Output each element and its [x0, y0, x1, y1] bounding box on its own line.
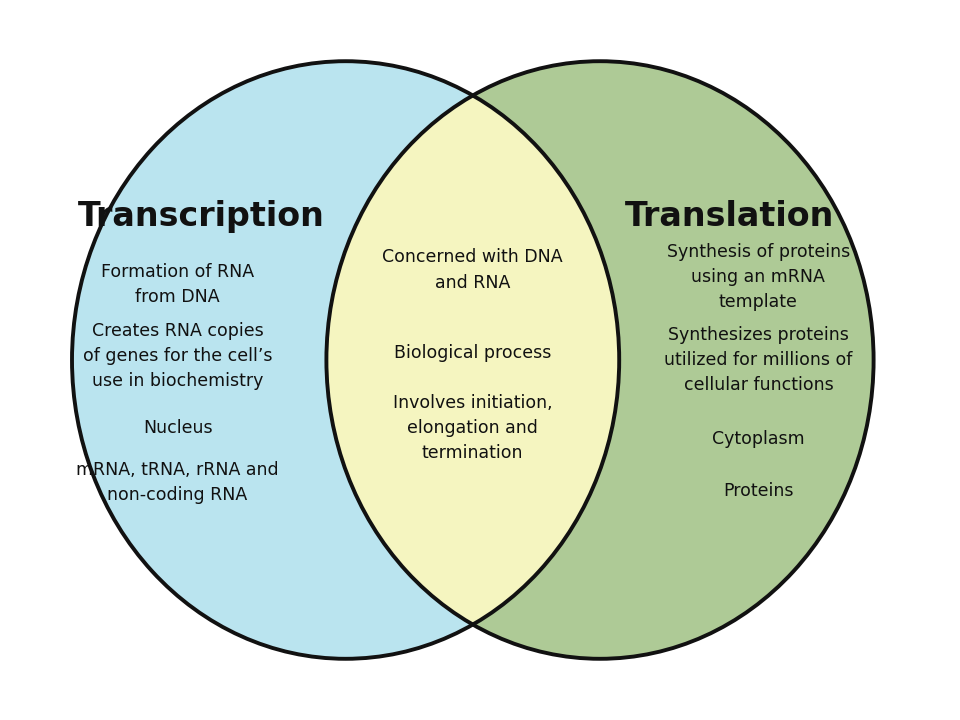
Text: Translation: Translation [625, 199, 834, 233]
Text: Involves initiation,
elongation and
termination: Involves initiation, elongation and term… [393, 395, 552, 462]
Polygon shape [472, 61, 874, 659]
Ellipse shape [72, 61, 619, 659]
Text: mRNA, tRNA, rRNA and
non-coding RNA: mRNA, tRNA, rRNA and non-coding RNA [76, 461, 279, 504]
Text: Proteins: Proteins [723, 482, 794, 500]
Ellipse shape [326, 61, 874, 659]
Text: Transcription: Transcription [78, 199, 325, 233]
Text: Creates RNA copies
of genes for the cell’s
use in biochemistry: Creates RNA copies of genes for the cell… [83, 323, 273, 390]
Text: Cytoplasm: Cytoplasm [712, 430, 804, 448]
Text: Synthesis of proteins
using an mRNA
template: Synthesis of proteins using an mRNA temp… [667, 243, 850, 311]
Text: Concerned with DNA
and RNA: Concerned with DNA and RNA [382, 248, 563, 292]
Text: Synthesizes proteins
utilized for millions of
cellular functions: Synthesizes proteins utilized for millio… [664, 326, 852, 394]
Text: Nucleus: Nucleus [143, 419, 212, 437]
Text: Formation of RNA
from DNA: Formation of RNA from DNA [101, 263, 254, 306]
Text: Biological process: Biological process [394, 344, 551, 361]
